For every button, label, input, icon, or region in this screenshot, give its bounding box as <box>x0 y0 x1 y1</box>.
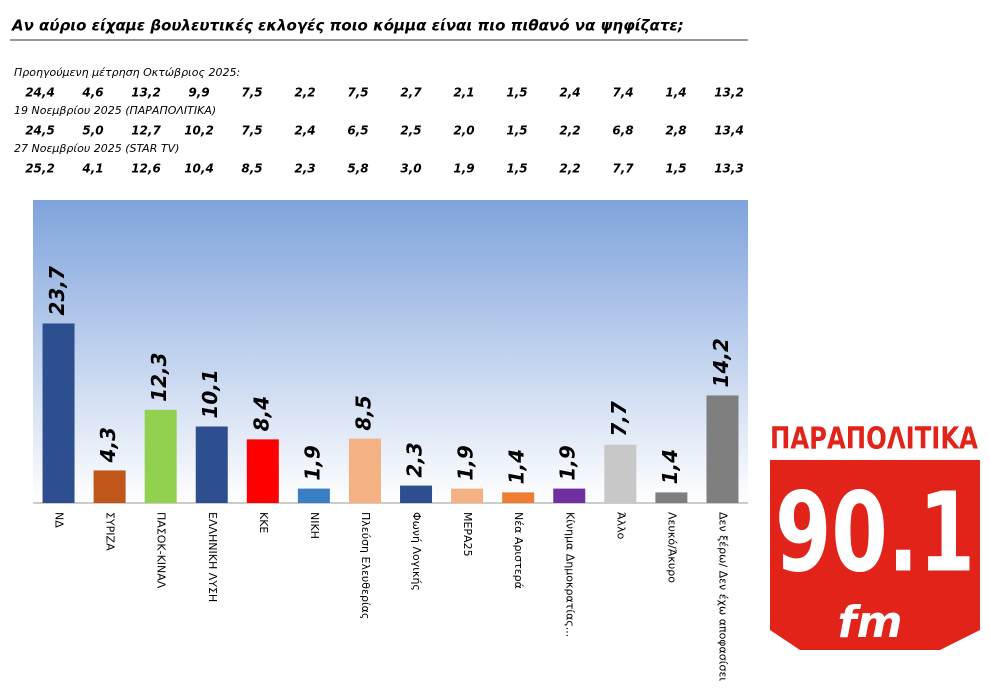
x-tick-label: ΣΥΡΙΖΑ <box>104 512 117 551</box>
row-value: 10,2 <box>184 124 214 138</box>
row-value: 2,2 <box>559 162 580 176</box>
value-label: 1,4 <box>658 449 682 484</box>
x-tick-label: Νέα Αριστερά <box>512 512 525 589</box>
row-value: 1,5 <box>506 86 527 100</box>
logo-frequency: 90.1 <box>775 468 975 596</box>
x-tick-label: Δεν ξέρω/ Δεν έχω αποφασίσει <box>716 512 729 681</box>
bar <box>502 492 535 503</box>
row-value: 7,5 <box>347 86 368 100</box>
value-label: 8,5 <box>351 395 375 430</box>
row-value: 7,4 <box>612 86 633 100</box>
value-label: 1,9 <box>454 445 478 481</box>
x-tick-label: ΚΚΕ <box>257 512 270 533</box>
row-value: 4,6 <box>81 86 103 100</box>
row-value: 1,5 <box>506 124 527 138</box>
row-value: 2,3 <box>294 162 315 176</box>
row-value: 12,6 <box>131 162 161 176</box>
row-value: 2,5 <box>400 124 421 138</box>
bar <box>144 409 177 503</box>
x-tick-label: Πλεύση Ελευθερίας <box>359 512 372 619</box>
plot-area <box>33 200 748 503</box>
row-label: 27 Νοεμβρίου 2025 (STAR TV) <box>14 142 179 155</box>
x-tick-label: ΕΛΛΗΝΙΚΗ ΛΥΣΗ <box>206 512 219 602</box>
row-value: 5,0 <box>82 124 103 138</box>
logo: ΠΑΡΑΠΟΛΙΤΙΚΑ 90.1 fm <box>770 422 980 650</box>
row-value: 2,8 <box>665 124 686 138</box>
bar <box>297 488 330 503</box>
row-value: 6,8 <box>612 124 633 138</box>
value-label: 12,3 <box>147 352 171 401</box>
value-label: 2,3 <box>403 442 427 477</box>
row-value: 1,5 <box>665 162 686 176</box>
row-value: 10,4 <box>184 162 214 176</box>
row-value: 1,9 <box>453 162 474 176</box>
row-value: 2,2 <box>294 86 315 100</box>
row-value: 2,7 <box>400 86 422 100</box>
bar <box>451 488 484 503</box>
row-label: Προηγούμενη μέτρηση Οκτώβριος 2025: <box>14 66 240 79</box>
row-value: 2,1 <box>453 86 474 100</box>
row-value: 2,4 <box>559 86 580 100</box>
bar <box>246 439 279 503</box>
bar <box>553 488 586 503</box>
x-tick-label: ΝΙΚΗ <box>308 512 321 539</box>
bar <box>655 492 688 503</box>
title: Αν αύριο είχαμε βουλευτικές εκλογές ποιο… <box>11 17 684 35</box>
row-value: 13,2 <box>714 86 744 100</box>
value-label: 1,9 <box>300 445 324 481</box>
row-value: 8,5 <box>241 162 262 176</box>
bar <box>93 470 126 503</box>
row-value: 7,5 <box>241 86 262 100</box>
row-value: 2,4 <box>294 124 315 138</box>
row-value: 7,5 <box>241 124 262 138</box>
row-value: 12,7 <box>131 124 161 138</box>
x-tick-label: Κίνημα Δημοκρατίας... <box>563 512 576 637</box>
x-tick-label: Άλλο <box>614 512 627 540</box>
row-value: 4,1 <box>81 162 103 176</box>
value-label: 1,9 <box>556 445 580 481</box>
bar <box>706 395 739 503</box>
row-value: 2,2 <box>559 124 580 138</box>
x-tick-label: Λευκό/Άκυρο <box>665 512 678 583</box>
row-value: 13,4 <box>714 124 744 138</box>
value-label: 7,7 <box>607 401 631 437</box>
value-label: 14,2 <box>709 338 733 387</box>
row-value: 6,5 <box>347 124 368 138</box>
logo-box <box>770 460 980 650</box>
row-value: 25,2 <box>25 162 55 176</box>
bar <box>604 444 637 503</box>
bar <box>42 323 75 503</box>
bar <box>348 438 381 503</box>
x-tick-label: ΠΑΣΟΚ-ΚΙΝΑΛ <box>155 512 168 589</box>
x-tick-label: ΜΕΡΑ25 <box>461 512 474 557</box>
row-value: 13,2 <box>131 86 161 100</box>
row-value: 7,7 <box>612 162 634 176</box>
row-value: 13,3 <box>714 162 744 176</box>
value-label: 23,7 <box>45 266 69 315</box>
row-value: 2,0 <box>453 124 474 138</box>
value-label: 1,4 <box>505 449 529 484</box>
row-value: 3,0 <box>400 162 421 176</box>
bar <box>195 426 228 503</box>
row-value: 5,8 <box>347 162 368 176</box>
row-value: 1,4 <box>665 86 686 100</box>
row-label: 19 Νοεμβρίου 2025 (ΠΑΡΑΠΟΛΙΤΙΚΑ) <box>14 104 216 117</box>
value-label: 4,3 <box>96 427 120 463</box>
value-label: 8,4 <box>249 396 273 431</box>
logo-band: fm <box>838 597 903 648</box>
row-value: 24,4 <box>25 86 55 100</box>
row-value: 1,5 <box>506 162 527 176</box>
logo-name: ΠΑΡΑΠΟΛΙΤΙΚΑ <box>770 422 979 457</box>
row-value: 24,5 <box>25 124 55 138</box>
bar <box>400 485 433 503</box>
x-tick-label: Φωνή Λογικής <box>410 512 423 591</box>
value-label: 10,1 <box>198 369 222 418</box>
row-value: 9,9 <box>188 86 209 100</box>
x-tick-label: ΝΔ <box>53 512 66 528</box>
